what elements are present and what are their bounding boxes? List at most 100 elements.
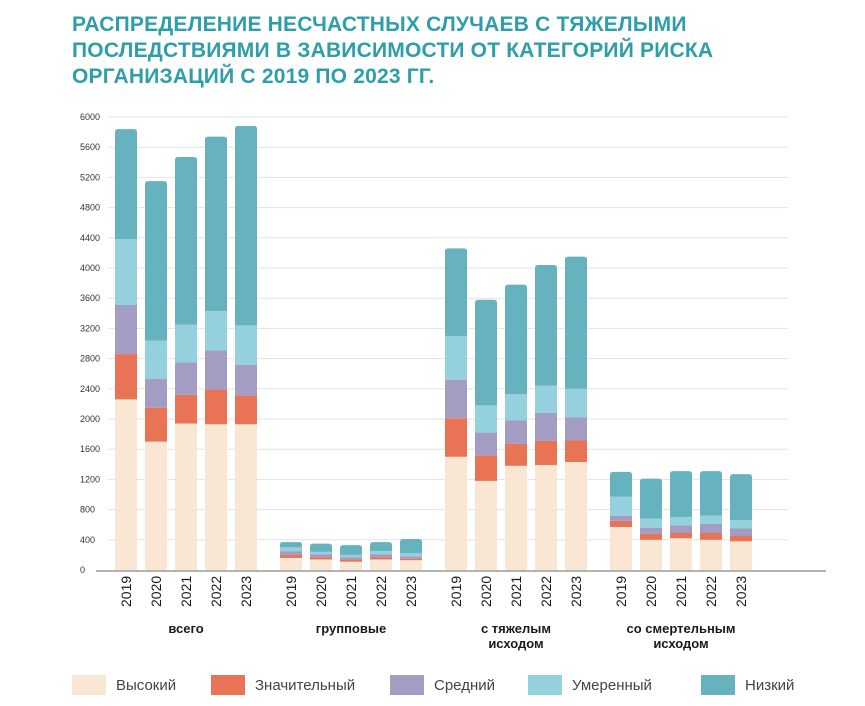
bar-segment [310,559,332,570]
bar-segment [205,350,227,390]
bar-segment [340,557,362,560]
bar-segment [610,520,632,527]
bar-segment [175,157,197,325]
bar-segment [235,364,257,396]
bar-segment [115,304,137,355]
bar-segment [145,340,167,379]
x-axis-year-labels: 2019 2020 2021 2022 2023 2019 2020 2021 2022 2023… [118,576,749,607]
bar-segment [280,554,302,558]
legend-item: Умеренный [528,672,652,698]
x-year-label: 2020 [643,576,659,607]
legend-swatch [528,675,562,695]
bar-segment [640,539,662,570]
bar-segment [475,405,497,433]
bar-segment [505,420,527,444]
bar-segment [175,423,197,570]
bar-segment [175,324,197,363]
y-tick-label: 1200 [80,474,100,484]
bar-segment [505,284,527,395]
bar-segment [115,399,137,570]
bar-segment [370,557,392,560]
bar-segment [115,129,137,240]
x-year-label: 2022 [538,576,554,607]
bar-segment [535,385,557,413]
x-year-label: 2023 [733,576,749,607]
y-tick-label: 2000 [80,414,100,424]
y-tick-label: 400 [80,535,95,545]
legend-swatch [701,675,735,695]
bar-segment [730,520,752,529]
x-year-label: 2022 [373,576,389,607]
bar-segment [145,378,167,408]
group-label: групповые [316,621,386,636]
bar-segment [535,440,557,466]
bar-segment [670,525,692,534]
bar-segment [145,441,167,570]
x-year-label: 2022 [703,576,719,607]
bar-segment [145,407,167,442]
y-tick-label: 4800 [80,203,100,213]
group-label: исходом [488,636,543,651]
bar-segment [235,325,257,365]
bar-segment [205,311,227,351]
x-year-label: 2020 [478,576,494,607]
bar-segment [700,471,722,516]
bar-segment [235,395,257,425]
legend-label: Высокий [116,676,177,694]
bar-segment [370,554,392,558]
x-year-label: 2019 [283,576,299,607]
bars [115,126,752,570]
legend-label: Умеренный [572,676,652,694]
legend-item: Низкий [701,672,794,698]
bar-segment [370,559,392,570]
y-tick-label: 4400 [80,233,100,243]
group-label: исходом [653,636,708,651]
title-line-3: ОРГАНИЗАЦИЙ С 2019 ПО 2023 ГГ. [72,65,435,88]
x-year-label: 2019 [613,576,629,607]
x-year-label: 2021 [673,576,689,607]
bar-segment [505,465,527,570]
legend-item: Средний [390,672,495,698]
bar-segment [340,554,362,558]
bar-segment [475,455,497,481]
bar-segment [505,443,527,466]
group-label: с тяжелым [481,621,551,636]
x-year-label: 2020 [313,576,329,607]
y-tick-label: 6000 [80,112,100,122]
bar-segment [730,528,752,537]
bar-segment [115,354,137,400]
bar-segment [610,515,632,521]
bar-segment [370,542,392,552]
bar-segment [400,556,422,559]
bar-segment [730,536,752,542]
bar-segment [565,417,587,441]
bar-segment [445,456,467,570]
bar-segment [340,561,362,570]
bar-segment [205,424,227,570]
bar-segment [445,335,467,380]
bar-segment [730,474,752,521]
bar-segment [340,559,362,562]
bar-segment [565,440,587,463]
bar-segment [370,551,392,555]
x-year-label: 2023 [403,576,419,607]
bar-segment [700,539,722,570]
title-line-1: РАСПРЕДЕЛЕНИЕ НЕСЧАСТНЫХ СЛУЧАЕВ С ТЯЖЕЛ… [72,13,687,36]
bar-segment [235,126,257,326]
bar-segment [280,557,302,570]
bar-segment [340,545,362,555]
y-tick-label: 1600 [80,444,100,454]
bar-segment [535,264,557,386]
bar-segment [400,558,422,561]
bar-segment [640,518,662,528]
x-year-label: 2019 [118,576,134,607]
bar-segment [310,543,332,552]
legend: Высокий Значительный Средний Умеренный Низки… [72,672,832,698]
y-tick-label: 3200 [80,323,100,333]
title-line-2: ПОСЛЕДСТВИЯМИ В ЗАВИСИМОСТИ ОТ КАТЕГОРИЙ… [72,39,714,62]
y-tick-label: 2800 [80,354,100,364]
y-tick-label: 0 [80,565,85,575]
y-tick-label: 3600 [80,293,100,303]
bar-segment [400,553,422,557]
